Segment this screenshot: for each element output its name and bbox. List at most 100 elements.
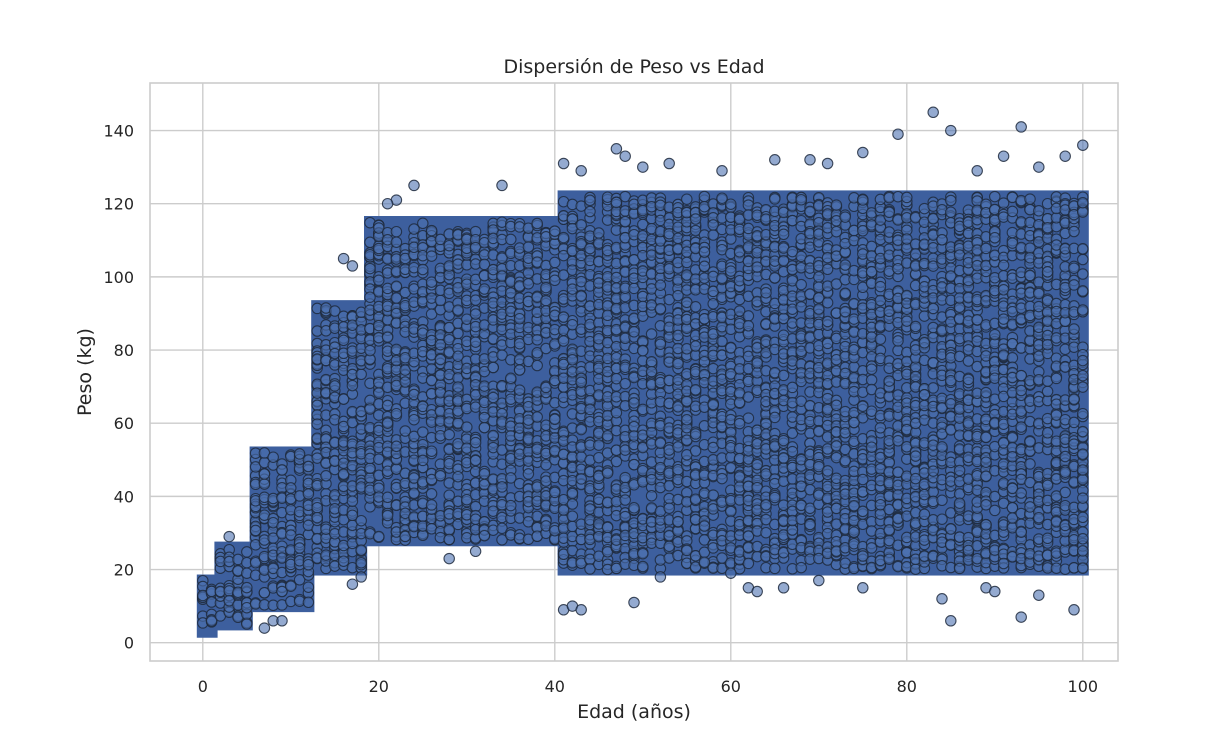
scatter-point	[654, 303, 667, 315]
scatter-point	[293, 574, 306, 586]
scatter-point	[241, 546, 253, 558]
scatter-point	[461, 421, 473, 433]
scatter-point	[716, 472, 728, 485]
scatter-point	[760, 287, 772, 299]
scatter-point	[557, 335, 570, 347]
scatter-point	[513, 312, 526, 325]
scatter-point	[725, 198, 737, 210]
scatter-point	[584, 205, 596, 218]
scatter-point	[654, 279, 667, 291]
scatter-point	[936, 234, 948, 246]
scatter-point	[689, 445, 702, 457]
scatter-point	[698, 520, 711, 532]
scatter-point	[689, 213, 702, 225]
scatter-point	[276, 464, 288, 476]
scatter-point	[373, 222, 385, 234]
scatter-point	[936, 441, 948, 453]
scatter-point	[549, 225, 561, 237]
scatter-point	[645, 328, 658, 340]
scatter-point	[777, 434, 790, 447]
scatter-point	[381, 491, 394, 504]
scatter-point	[997, 259, 1010, 272]
scatter-point	[258, 586, 271, 599]
scatter-point	[593, 227, 605, 239]
scatter-point	[522, 468, 535, 480]
scatter-point	[390, 292, 403, 304]
scatter-point	[487, 429, 499, 442]
scatter-point	[945, 523, 957, 535]
scatter-point	[311, 418, 323, 430]
scatter-point	[575, 473, 587, 485]
scatter-point	[769, 411, 781, 424]
scatter-point	[619, 494, 631, 506]
scatter-point	[813, 303, 825, 315]
scatter-point	[936, 494, 948, 507]
scatter-point	[329, 380, 341, 392]
scatter-point	[953, 497, 966, 509]
scatter-point	[786, 445, 799, 458]
scatter-point	[249, 524, 262, 537]
scatter-point	[839, 305, 851, 318]
scatter-point	[901, 191, 913, 204]
scatter-point	[725, 505, 737, 518]
scatter-point	[311, 511, 323, 524]
scatter-point	[830, 399, 843, 412]
scatter-point	[821, 465, 834, 477]
scatter-point	[452, 470, 464, 483]
scatter-point	[452, 381, 464, 393]
scatter-point	[953, 562, 966, 575]
scatter-point	[698, 246, 711, 258]
scatter-point	[346, 509, 359, 522]
scatter-point	[927, 302, 939, 315]
scatter-point	[619, 215, 631, 228]
scatter-point	[425, 499, 438, 511]
scatter-point	[434, 470, 447, 482]
scatter-point	[672, 357, 684, 370]
scatter-point	[452, 327, 464, 340]
scatter-point	[364, 291, 376, 303]
scatter-point	[557, 231, 570, 244]
scatter-point	[681, 414, 693, 426]
scatter-point	[241, 618, 253, 630]
scatter-point	[575, 290, 587, 302]
scatter-point	[513, 364, 526, 376]
scatter-point	[575, 423, 587, 436]
scatter-point	[839, 211, 851, 223]
scatter-point	[311, 399, 323, 412]
scatter-point	[927, 382, 939, 394]
scatter-point	[742, 412, 755, 424]
scatter-point	[821, 315, 834, 328]
scatter-point	[707, 398, 719, 411]
scatter-point	[575, 376, 587, 389]
scatter-point	[601, 521, 614, 534]
scatter-point	[417, 454, 429, 467]
scatter-point	[293, 542, 306, 554]
scatter-point	[980, 386, 992, 399]
scatter-point	[452, 304, 464, 316]
scatter-point	[980, 456, 992, 468]
scatter-point	[654, 338, 667, 350]
scatter-point	[848, 526, 860, 538]
scatter-point	[628, 326, 640, 338]
scatter-point	[672, 515, 684, 528]
scatter-point	[513, 384, 526, 396]
scatter-point	[531, 411, 543, 423]
scatter-point	[892, 335, 904, 347]
scatter-point	[320, 470, 332, 482]
scatter-point	[610, 406, 623, 419]
scatter-point	[769, 562, 781, 575]
scatter-point	[531, 217, 543, 230]
scatter-point	[505, 499, 517, 512]
scatter-point	[425, 224, 438, 237]
scatter-point	[628, 397, 640, 409]
scatter-point	[364, 262, 376, 275]
scatter-point	[302, 596, 315, 609]
scatter-point	[522, 241, 535, 253]
scatter-point	[373, 274, 385, 287]
scatter-point	[637, 345, 649, 357]
scatter-point	[909, 450, 922, 462]
scatter-point	[865, 441, 878, 453]
scatter-point	[285, 580, 297, 592]
scatter-point	[302, 488, 315, 500]
